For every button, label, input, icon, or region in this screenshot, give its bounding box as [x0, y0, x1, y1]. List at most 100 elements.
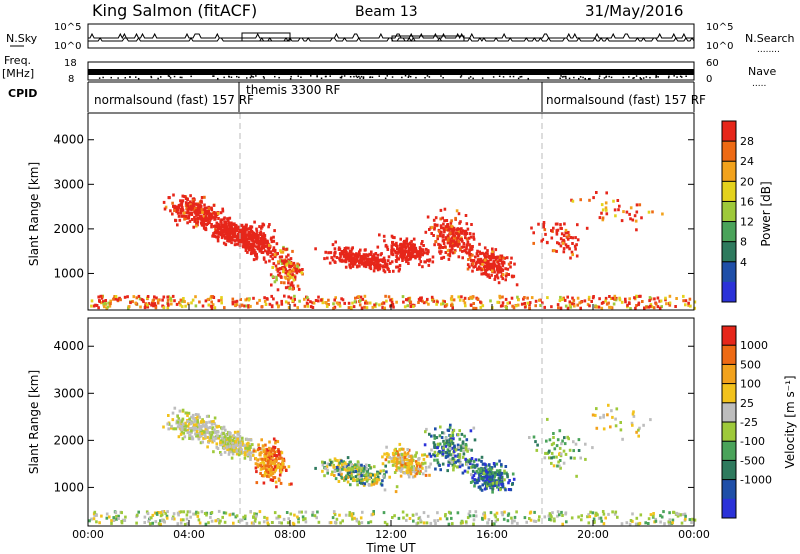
scatter-cell-0-6: [449, 250, 452, 254]
scatter-cell-0-6: [432, 218, 436, 222]
ground-scatter-cell: [443, 300, 446, 304]
scatter-cell-1-0: [210, 422, 214, 426]
scatter-cell-1-5: [430, 448, 433, 452]
scatter-cell-1-5: [469, 429, 473, 433]
ground-scatter-cell: [436, 519, 440, 522]
scatter-cell-0-0: [208, 221, 211, 224]
ground-scatter-cell: [469, 295, 472, 299]
scatter-cell-0-6: [441, 246, 445, 249]
scatter-cell-0-4: [365, 262, 368, 266]
scatter-cell-1-1: [219, 439, 223, 443]
ground-scatter-cell: [561, 298, 564, 301]
scatter-cell-0-9: [592, 196, 595, 200]
freq-dot: [605, 75, 608, 78]
scatter-cell-0-6: [461, 249, 464, 253]
scatter-cell-0-5: [408, 241, 412, 245]
scatter-cell-1-5: [451, 431, 455, 435]
freq-dot: [98, 77, 101, 79]
scatter-cell-0-7: [480, 268, 483, 272]
scatter-cell-0-2: [266, 246, 270, 249]
scatter-cell-0-1: [241, 245, 245, 249]
ground-scatter-cell: [445, 517, 449, 521]
scatter-cell-0-1: [230, 226, 234, 230]
colorbar-swatch: [722, 181, 736, 202]
scatter-cell-1-1: [219, 451, 222, 454]
scatter-cell-1-7: [552, 441, 555, 445]
ground-scatter-cell: [644, 521, 647, 525]
scatter-cell-1-6: [466, 470, 470, 474]
colorbar-swatch: [722, 383, 736, 404]
colorbar-tick-label: 20: [740, 175, 754, 188]
ground-scatter-cell: [579, 306, 582, 310]
ground-scatter-cell: [348, 511, 352, 515]
ground-scatter-cell: [171, 515, 175, 519]
scatter-cell-1-5: [461, 440, 465, 444]
scatter-cell-0-6: [462, 245, 465, 249]
scatter-cell-1-5: [451, 434, 455, 437]
scatter-cell-0-2: [258, 225, 261, 229]
ground-scatter-cell: [469, 303, 473, 307]
ground-scatter-cell: [99, 301, 103, 305]
ground-scatter-cell: [474, 510, 478, 514]
scatter-cell-0-6: [453, 249, 457, 253]
scatter-cell-1-6: [494, 484, 497, 487]
scatter-cell-1-4: [402, 457, 405, 461]
scatter-cell-1-0: [190, 415, 193, 419]
scatter-cell-0-2: [266, 239, 269, 243]
scatter-cell-1-6: [486, 484, 489, 488]
ground-scatter-cell: [447, 522, 451, 526]
ground-scatter-cell: [347, 301, 351, 305]
nsky-label: N.Sky: [6, 32, 38, 45]
freq-trace: [88, 69, 694, 80]
scatter-cell-1-6: [497, 488, 501, 492]
scatter-cell-1-0: [190, 435, 194, 439]
ground-scatter-cell: [244, 514, 247, 518]
scatter-cell-0-4: [369, 253, 373, 257]
scatter-cell-0-0: [176, 211, 180, 215]
scatter-cell-0-6: [447, 257, 451, 261]
ground-scatter-cell: [353, 516, 356, 520]
scatter-cell-1-3: [369, 466, 372, 470]
freq-dot: [481, 77, 484, 79]
ground-scatter-cell: [421, 299, 424, 303]
ground-scatter-cell: [210, 295, 214, 299]
ground-scatter-cell: [550, 305, 553, 309]
scatter-cell-1-7: [577, 449, 581, 452]
scatter-cell-0-6: [469, 253, 473, 256]
station-title: King Salmon (fitACF): [92, 1, 257, 20]
ground-scatter-cell: [104, 299, 107, 302]
ground-scatter-cell: [415, 522, 418, 526]
scatter-cell-1-7: [577, 438, 581, 442]
scatter-cell-0-0: [184, 214, 188, 218]
scatter-cell-0-5: [427, 258, 430, 262]
scatter-cell-0-0: [196, 216, 199, 220]
scatter-cell-0-6: [426, 215, 430, 219]
scatter-cell-0-5: [401, 256, 404, 260]
scatter-cell-1-3: [358, 473, 361, 477]
scatter-cell-0-3: [280, 262, 284, 265]
scatter-cell-0-1: [233, 230, 236, 234]
ground-scatter-cell: [94, 303, 97, 307]
scatter-cell-0-1: [233, 239, 236, 243]
scatter-cell-0-2: [259, 230, 263, 234]
colorbar-tick-label: 16: [740, 195, 754, 208]
ground-scatter-cell: [184, 304, 187, 308]
ground-scatter-cell: [635, 294, 638, 298]
ground-scatter-cell: [165, 514, 169, 518]
scatter-cell-0-0: [171, 201, 174, 205]
scatter-cell-1-5: [453, 464, 456, 468]
scatter-cell-1-1: [247, 445, 250, 449]
scatter-cell-1-1: [221, 443, 224, 447]
scatter-cell-1-6: [479, 474, 482, 478]
scatter-cell-0-8: [559, 237, 563, 241]
scatter-cell-0-6: [469, 245, 472, 249]
scatter-cell-1-4: [396, 459, 399, 463]
scatter-cell-0-2: [256, 247, 260, 251]
ground-scatter-cell: [501, 295, 504, 299]
freq-dot: [655, 75, 657, 77]
ground-scatter-cell: [430, 295, 434, 299]
scatter-cell-0-1: [235, 242, 239, 246]
ground-scatter-cell: [223, 520, 227, 524]
